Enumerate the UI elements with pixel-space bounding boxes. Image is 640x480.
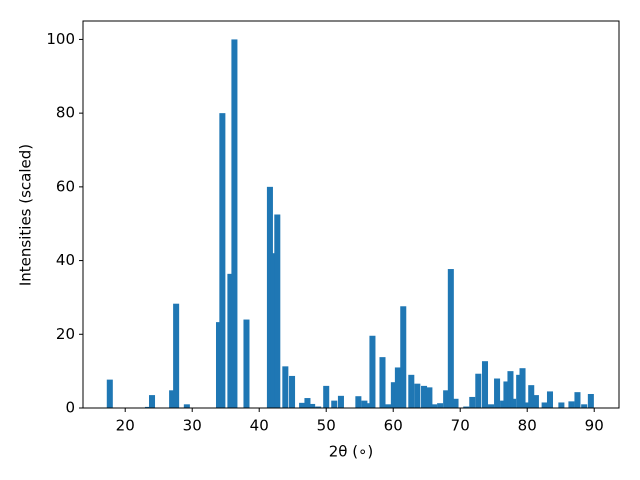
bar xyxy=(266,186,273,408)
bar xyxy=(365,403,372,408)
bar xyxy=(437,403,444,408)
bar xyxy=(183,404,190,408)
bar xyxy=(144,406,152,408)
bar xyxy=(516,374,523,408)
bar xyxy=(503,381,510,408)
plot-frame xyxy=(82,20,620,409)
y-axis-label: Intensities (scaled) xyxy=(17,144,35,286)
bar xyxy=(546,391,554,408)
bar xyxy=(421,385,428,408)
bar xyxy=(400,306,407,408)
y-tick-label: 40 xyxy=(56,251,75,269)
bar xyxy=(369,335,376,408)
bar xyxy=(447,269,454,408)
bar xyxy=(558,402,565,408)
bar xyxy=(414,383,421,408)
bar xyxy=(173,303,180,408)
x-tick-label: 60 xyxy=(384,417,403,435)
bar xyxy=(581,404,588,408)
bar xyxy=(587,393,594,408)
y-tick-label: 60 xyxy=(56,177,75,195)
bar xyxy=(355,396,362,408)
bar xyxy=(522,402,529,408)
bar xyxy=(431,404,438,408)
bar xyxy=(243,319,250,408)
bar xyxy=(169,390,176,408)
bar xyxy=(390,382,397,408)
bar xyxy=(299,402,306,408)
x-tick-label: 30 xyxy=(183,417,202,435)
bar xyxy=(270,253,277,408)
x-axis-label: 2θ (∘) xyxy=(329,443,374,461)
x-tick-label: 40 xyxy=(250,417,269,435)
bar xyxy=(574,392,581,408)
y-tick-label: 0 xyxy=(65,399,75,417)
bar xyxy=(463,406,470,408)
bar xyxy=(289,375,296,408)
bar xyxy=(475,373,482,408)
bar xyxy=(148,395,156,408)
bar xyxy=(215,322,223,408)
bar xyxy=(481,361,489,408)
bar xyxy=(337,395,344,408)
bar xyxy=(379,357,386,408)
x-tick-label: 70 xyxy=(451,417,470,435)
bar xyxy=(227,273,234,408)
bar xyxy=(282,366,289,408)
bar xyxy=(494,378,501,408)
bar xyxy=(394,367,401,408)
bar xyxy=(510,398,517,408)
y-tick-label: 20 xyxy=(56,325,75,343)
bar xyxy=(568,401,575,408)
x-tick-label: 50 xyxy=(317,417,336,435)
bar xyxy=(309,403,316,408)
bar xyxy=(528,385,535,408)
bar xyxy=(315,406,322,408)
bar xyxy=(488,404,495,408)
x-tick-label: 80 xyxy=(518,417,537,435)
bar xyxy=(408,374,415,408)
bar xyxy=(507,371,514,408)
bar xyxy=(231,39,238,409)
x-tick-label: 90 xyxy=(585,417,604,435)
bar xyxy=(500,400,507,408)
bar xyxy=(532,395,539,408)
y-tick-label: 100 xyxy=(46,30,75,48)
x-tick-label: 20 xyxy=(116,417,135,435)
bar xyxy=(443,390,450,408)
bar xyxy=(219,113,226,409)
bar xyxy=(304,398,311,408)
y-tick-label: 80 xyxy=(56,104,75,122)
bar xyxy=(323,385,330,408)
bar xyxy=(106,379,113,408)
bar xyxy=(331,400,338,408)
bar xyxy=(541,402,548,408)
bar xyxy=(452,398,459,408)
bar xyxy=(426,387,433,408)
bar xyxy=(469,396,476,408)
bar xyxy=(385,404,392,408)
bar xyxy=(274,214,281,408)
bar xyxy=(519,368,526,408)
bar xyxy=(361,400,368,408)
